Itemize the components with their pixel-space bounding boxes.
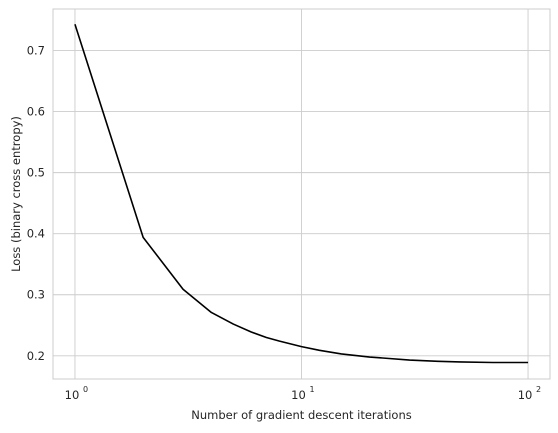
y-tick-label: 0.6 xyxy=(27,105,45,119)
x-tick-exponent: 2 xyxy=(536,385,541,394)
y-tick-label: 0.2 xyxy=(27,349,45,363)
y-tick-labels: 0.2 0.3 0.4 0.5 0.6 0.7 xyxy=(27,44,45,363)
y-axis-label: Loss (binary cross entropy) xyxy=(9,116,23,272)
y-tick-label: 0.5 xyxy=(27,166,45,180)
x-tick-label: 10 xyxy=(518,388,533,402)
x-axis-label: Number of gradient descent iterations xyxy=(191,408,411,422)
grid xyxy=(53,9,550,379)
x-tick-exponent: 1 xyxy=(310,385,315,394)
loss-series-line xyxy=(74,24,529,364)
y-tick-label: 0.4 xyxy=(27,227,45,241)
series-layer xyxy=(74,24,529,364)
plot-frame xyxy=(52,8,551,380)
x-tick-label: 10 xyxy=(65,388,80,402)
x-tick-labels: 10 0 10 1 10 2 xyxy=(65,385,542,402)
x-tick-label: 10 xyxy=(291,388,306,402)
y-tick-label: 0.3 xyxy=(27,288,45,302)
y-tick-label: 0.7 xyxy=(27,44,45,58)
x-tick-exponent: 0 xyxy=(83,385,88,394)
